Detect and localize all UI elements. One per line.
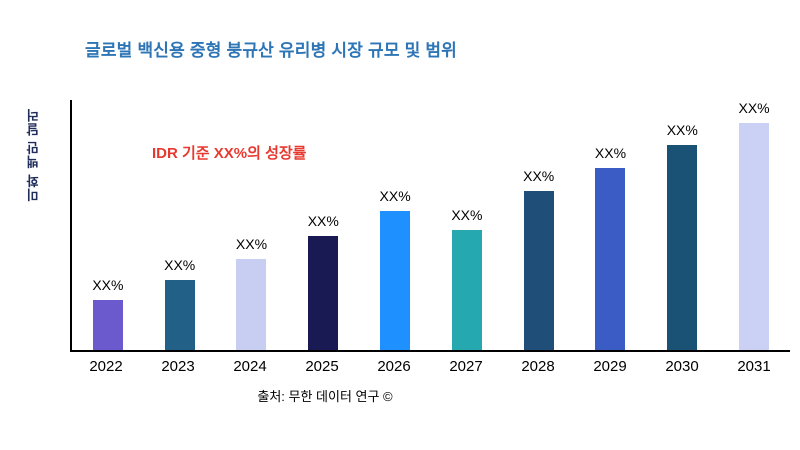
x-tick-label: 2026 — [377, 358, 411, 375]
bar-group: XX% — [144, 257, 216, 350]
bar-value-label: XX% — [451, 207, 483, 223]
x-tick-label: 2029 — [593, 358, 627, 375]
bar-series: XX% XX% XX% XX% XX% XX% XX% XX% XX% XX% — [72, 100, 790, 350]
x-tick-label: 2025 — [305, 358, 339, 375]
bar-group: XX% — [431, 207, 503, 350]
x-tick-label: 2027 — [449, 358, 483, 375]
y-axis-label: 미화 백만 달러 — [26, 108, 41, 202]
bar-value-label: XX% — [666, 122, 698, 138]
bar — [380, 211, 411, 350]
bar-value-label: XX% — [92, 277, 124, 293]
x-tick-label: 2031 — [737, 358, 771, 375]
bar-value-label: XX% — [594, 145, 627, 161]
chart-title: 글로벌 백신용 중형 붕규산 유리병 시장 규모 및 범위 — [85, 41, 458, 60]
bar-group: XX% — [216, 236, 288, 350]
x-tick-label: 2022 — [89, 358, 123, 375]
bar-value-label: XX% — [235, 236, 268, 252]
bar-group: XX% — [718, 100, 790, 350]
x-tick-label: 2023 — [161, 358, 195, 375]
x-axis-tick-labels: 2022 2023 2024 2025 2026 2027 2028 2029 2030 2031 — [70, 358, 790, 378]
bar — [595, 168, 626, 350]
bar — [739, 123, 770, 350]
bar-group: XX% — [287, 213, 359, 350]
x-tick-label: 2030 — [665, 358, 699, 375]
bar — [308, 236, 339, 350]
bar-group: XX% — [503, 168, 575, 350]
plot-area: IDR 기준 XX%의 성장률 XX% XX% XX% XX% XX% XX% XX% XX%… — [70, 100, 790, 352]
bar-value-label: XX% — [523, 168, 555, 184]
x-tick-label: 2024 — [233, 358, 267, 375]
growth-rate-annotation: IDR 기준 XX%의 성장률 — [152, 145, 307, 162]
bar — [92, 300, 123, 350]
bar — [164, 280, 195, 350]
bar — [667, 145, 698, 350]
bar-group: XX% — [646, 122, 718, 350]
bar — [523, 191, 554, 350]
bar-group: XX% — [575, 145, 647, 350]
bar-group: XX% — [359, 188, 431, 350]
bar-group: XX% — [72, 277, 144, 350]
bar-value-label: XX% — [307, 213, 339, 229]
bar — [236, 259, 267, 350]
x-tick-label: 2028 — [521, 358, 555, 375]
source-caption: 출처: 무한 데이터 연구 © — [257, 389, 393, 404]
bar-value-label: XX% — [164, 257, 196, 273]
bar-value-label: XX% — [738, 100, 770, 116]
bar-value-label: XX% — [379, 188, 411, 204]
bar — [451, 230, 482, 350]
